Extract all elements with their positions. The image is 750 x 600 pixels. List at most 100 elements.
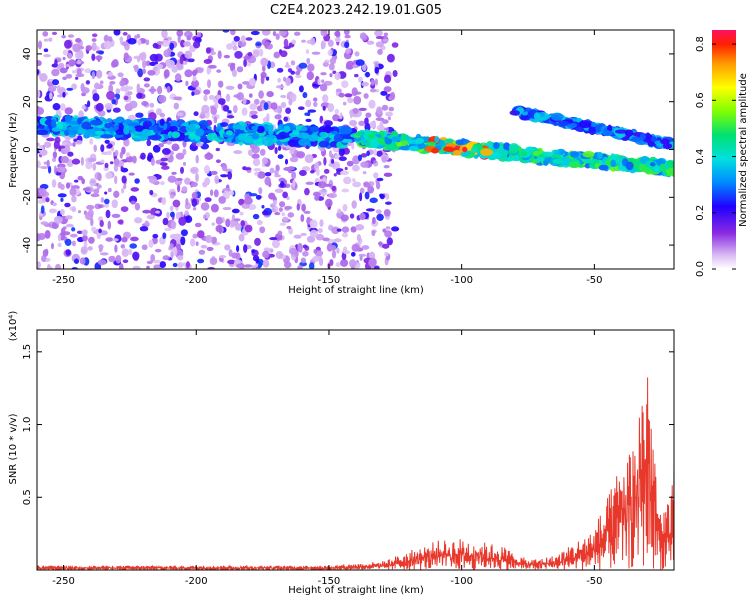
heatmap-cell — [37, 69, 40, 75]
heatmap-cell — [231, 208, 240, 214]
heatmap-cell — [298, 169, 307, 177]
heatmap-cell — [374, 30, 383, 37]
heatmap-cell — [90, 119, 103, 126]
heatmap-cell — [71, 83, 78, 90]
heatmap-cell — [77, 117, 83, 125]
heatmap-cell — [80, 246, 88, 255]
heatmap-cell — [209, 189, 214, 196]
heatmap-cell — [142, 209, 151, 214]
heatmap-cell — [104, 139, 110, 144]
heatmap-cell — [382, 228, 387, 233]
heatmap-cell — [71, 227, 76, 232]
heatmap-cell — [93, 82, 100, 90]
heatmap-cell — [140, 152, 146, 160]
heatmap-cell — [91, 226, 97, 232]
x-tick-label: -250 — [52, 275, 75, 286]
heatmap-cell — [218, 196, 227, 204]
heatmap-cell — [119, 151, 123, 159]
heatmap-cell — [434, 136, 440, 144]
heatmap-cell — [553, 149, 560, 156]
heatmap-cell — [277, 154, 284, 159]
heatmap-cell — [135, 112, 144, 118]
heatmap-cell — [203, 59, 212, 64]
heatmap-cell — [300, 257, 307, 264]
heatmap-cell — [210, 170, 218, 175]
heatmap-cell — [499, 149, 509, 156]
heatmap-cell — [183, 41, 191, 47]
heatmap-cell — [342, 101, 347, 106]
heatmap-cell — [146, 260, 153, 265]
heatmap-cell — [192, 75, 197, 82]
heatmap-cell — [273, 205, 279, 214]
heatmap-cell — [247, 52, 253, 57]
heatmap-cell — [283, 38, 289, 48]
heatmap-cell — [351, 200, 357, 209]
heatmap-cell — [152, 144, 161, 153]
heatmap-cell — [617, 164, 625, 171]
heatmap-cell — [361, 245, 370, 250]
heatmap-cell — [169, 205, 174, 212]
colorbar-tick-label: 0.0 — [695, 261, 706, 277]
heatmap-cell — [209, 257, 218, 266]
heatmap-marks — [37, 30, 674, 269]
heatmap-cell — [97, 184, 102, 189]
heatmap-cell — [349, 213, 355, 219]
heatmap-cell — [109, 80, 116, 85]
heatmap-cell — [112, 238, 119, 242]
heatmap-cell — [378, 241, 383, 246]
heatmap-cell — [91, 53, 96, 62]
heatmap-cell — [322, 237, 330, 242]
heatmap-cell — [260, 75, 265, 85]
heatmap-cell — [345, 60, 355, 70]
heatmap-cell — [385, 201, 392, 205]
heatmap-cell — [249, 103, 258, 110]
heatmap-cell — [257, 171, 266, 179]
heatmap-cell — [251, 153, 260, 159]
heatmap-cell — [191, 79, 200, 88]
heatmap-cell — [185, 80, 189, 87]
heatmap-cell — [197, 230, 205, 239]
heatmap-cell — [300, 214, 305, 223]
heatmap-cell — [106, 118, 113, 124]
heatmap-cell — [304, 187, 310, 196]
heatmap-cell — [328, 62, 335, 71]
heatmap-cell — [362, 171, 367, 175]
heatmap-cell — [148, 88, 157, 93]
heatmap-cell — [181, 186, 188, 193]
heatmap-cell — [351, 142, 355, 150]
heatmap-cell — [331, 226, 340, 235]
heatmap-cell — [81, 121, 92, 130]
heatmap-cell — [291, 39, 297, 45]
y-tick-label: 20 — [22, 95, 33, 108]
heatmap-cell — [122, 31, 128, 36]
heatmap-cell — [243, 196, 253, 205]
snr-frame — [36, 329, 675, 571]
heatmap-cell — [191, 191, 198, 199]
heatmap-cell — [37, 60, 42, 67]
heatmap-cell — [624, 129, 634, 137]
heatmap-cell — [76, 230, 83, 234]
heatmap-cell — [262, 250, 270, 259]
heatmap-cell — [51, 157, 57, 163]
heatmap-cell — [222, 206, 232, 211]
heatmap-cell — [386, 237, 393, 246]
heatmap-cell — [360, 153, 368, 158]
heatmap-cell — [106, 150, 112, 156]
heatmap-cell — [141, 244, 148, 251]
heatmap-cell — [338, 92, 345, 98]
heatmap-cell — [335, 168, 344, 172]
heatmap-cell — [178, 216, 187, 226]
heatmap-cell — [73, 138, 77, 142]
heatmap-cell — [290, 93, 297, 102]
heatmap-cell — [111, 213, 121, 219]
heatmap-cell — [132, 155, 137, 164]
heatmap-cell — [280, 94, 287, 99]
heatmap-cell — [241, 107, 248, 116]
heatmap-cell — [310, 37, 316, 46]
heatmap-cell — [194, 128, 205, 137]
heatmap-cell — [508, 143, 519, 152]
heatmap-cell — [136, 92, 143, 99]
heatmap-cell — [222, 105, 230, 112]
heatmap-cell — [302, 244, 308, 249]
